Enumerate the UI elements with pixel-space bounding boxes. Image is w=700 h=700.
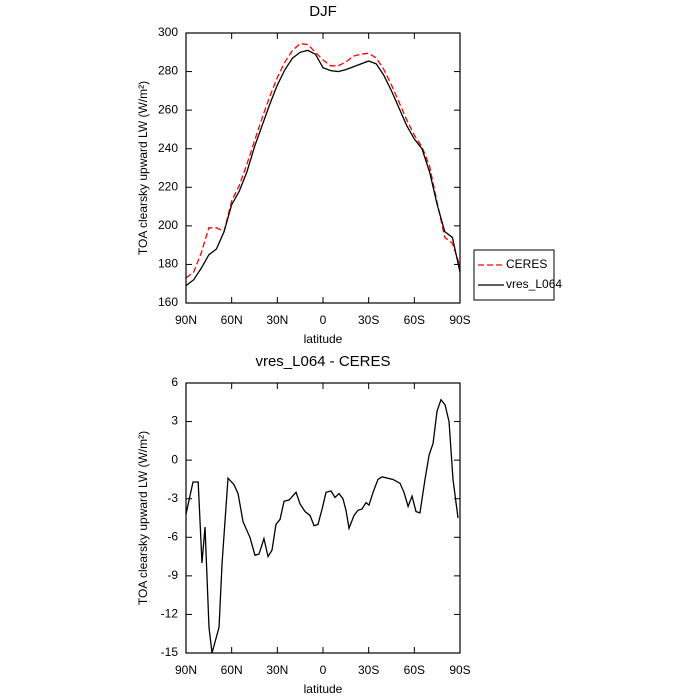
x-tick-label: 60S (404, 663, 425, 677)
y-tick-label: 0 (171, 452, 178, 466)
x-tick-label: 30N (266, 663, 288, 677)
data-line (185, 398, 459, 654)
legend-label: CERES (506, 257, 547, 271)
x-tick-label: 90N (175, 663, 197, 677)
x-axis-label: latitude (304, 332, 343, 346)
y-axis-label: TOA clearsky upward LW (W/m²) (136, 81, 150, 255)
x-tick-label: 60N (221, 313, 243, 327)
plot-frame (185, 32, 461, 304)
x-tick-label: 60S (404, 313, 425, 327)
y-tick-label: -6 (167, 529, 178, 543)
x-tick-label: 30N (266, 313, 288, 327)
legend-box (473, 249, 555, 301)
y-tick-label: -12 (161, 607, 179, 621)
data-line (185, 49, 461, 287)
chart-title: DJF (309, 3, 337, 20)
x-tick-label: 90S (449, 313, 470, 327)
y-tick-label: -9 (167, 568, 178, 582)
y-tick-label: 3 (171, 414, 178, 428)
legend-label: vres_L064 (506, 277, 562, 291)
x-tick-label: 60N (221, 663, 243, 677)
chart-title: vres_L064 - CERES (255, 353, 390, 370)
x-tick-label: 30S (358, 663, 379, 677)
x-tick-label: 90S (449, 663, 470, 677)
y-tick-label: 160 (158, 295, 178, 309)
y-tick-label: 260 (158, 102, 178, 116)
data-line (185, 42, 461, 279)
y-tick-label: 220 (158, 179, 178, 193)
y-tick-label: 240 (158, 141, 178, 155)
x-tick-label: 90N (175, 313, 197, 327)
y-tick-label: 300 (158, 25, 178, 39)
y-tick-label: -3 (167, 491, 178, 505)
y-tick-label: 6 (171, 375, 178, 389)
x-tick-label: 0 (320, 313, 327, 327)
y-tick-label: 280 (158, 64, 178, 78)
y-tick-label: 200 (158, 218, 178, 232)
x-tick-label: 0 (320, 663, 327, 677)
y-tick-label: 180 (158, 257, 178, 271)
x-axis-label: latitude (304, 682, 343, 696)
plot-frame (185, 382, 461, 654)
y-tick-label: -15 (161, 645, 179, 659)
x-tick-label: 30S (358, 313, 379, 327)
y-axis-label: TOA clearsky upward LW (W/m²) (136, 431, 150, 605)
